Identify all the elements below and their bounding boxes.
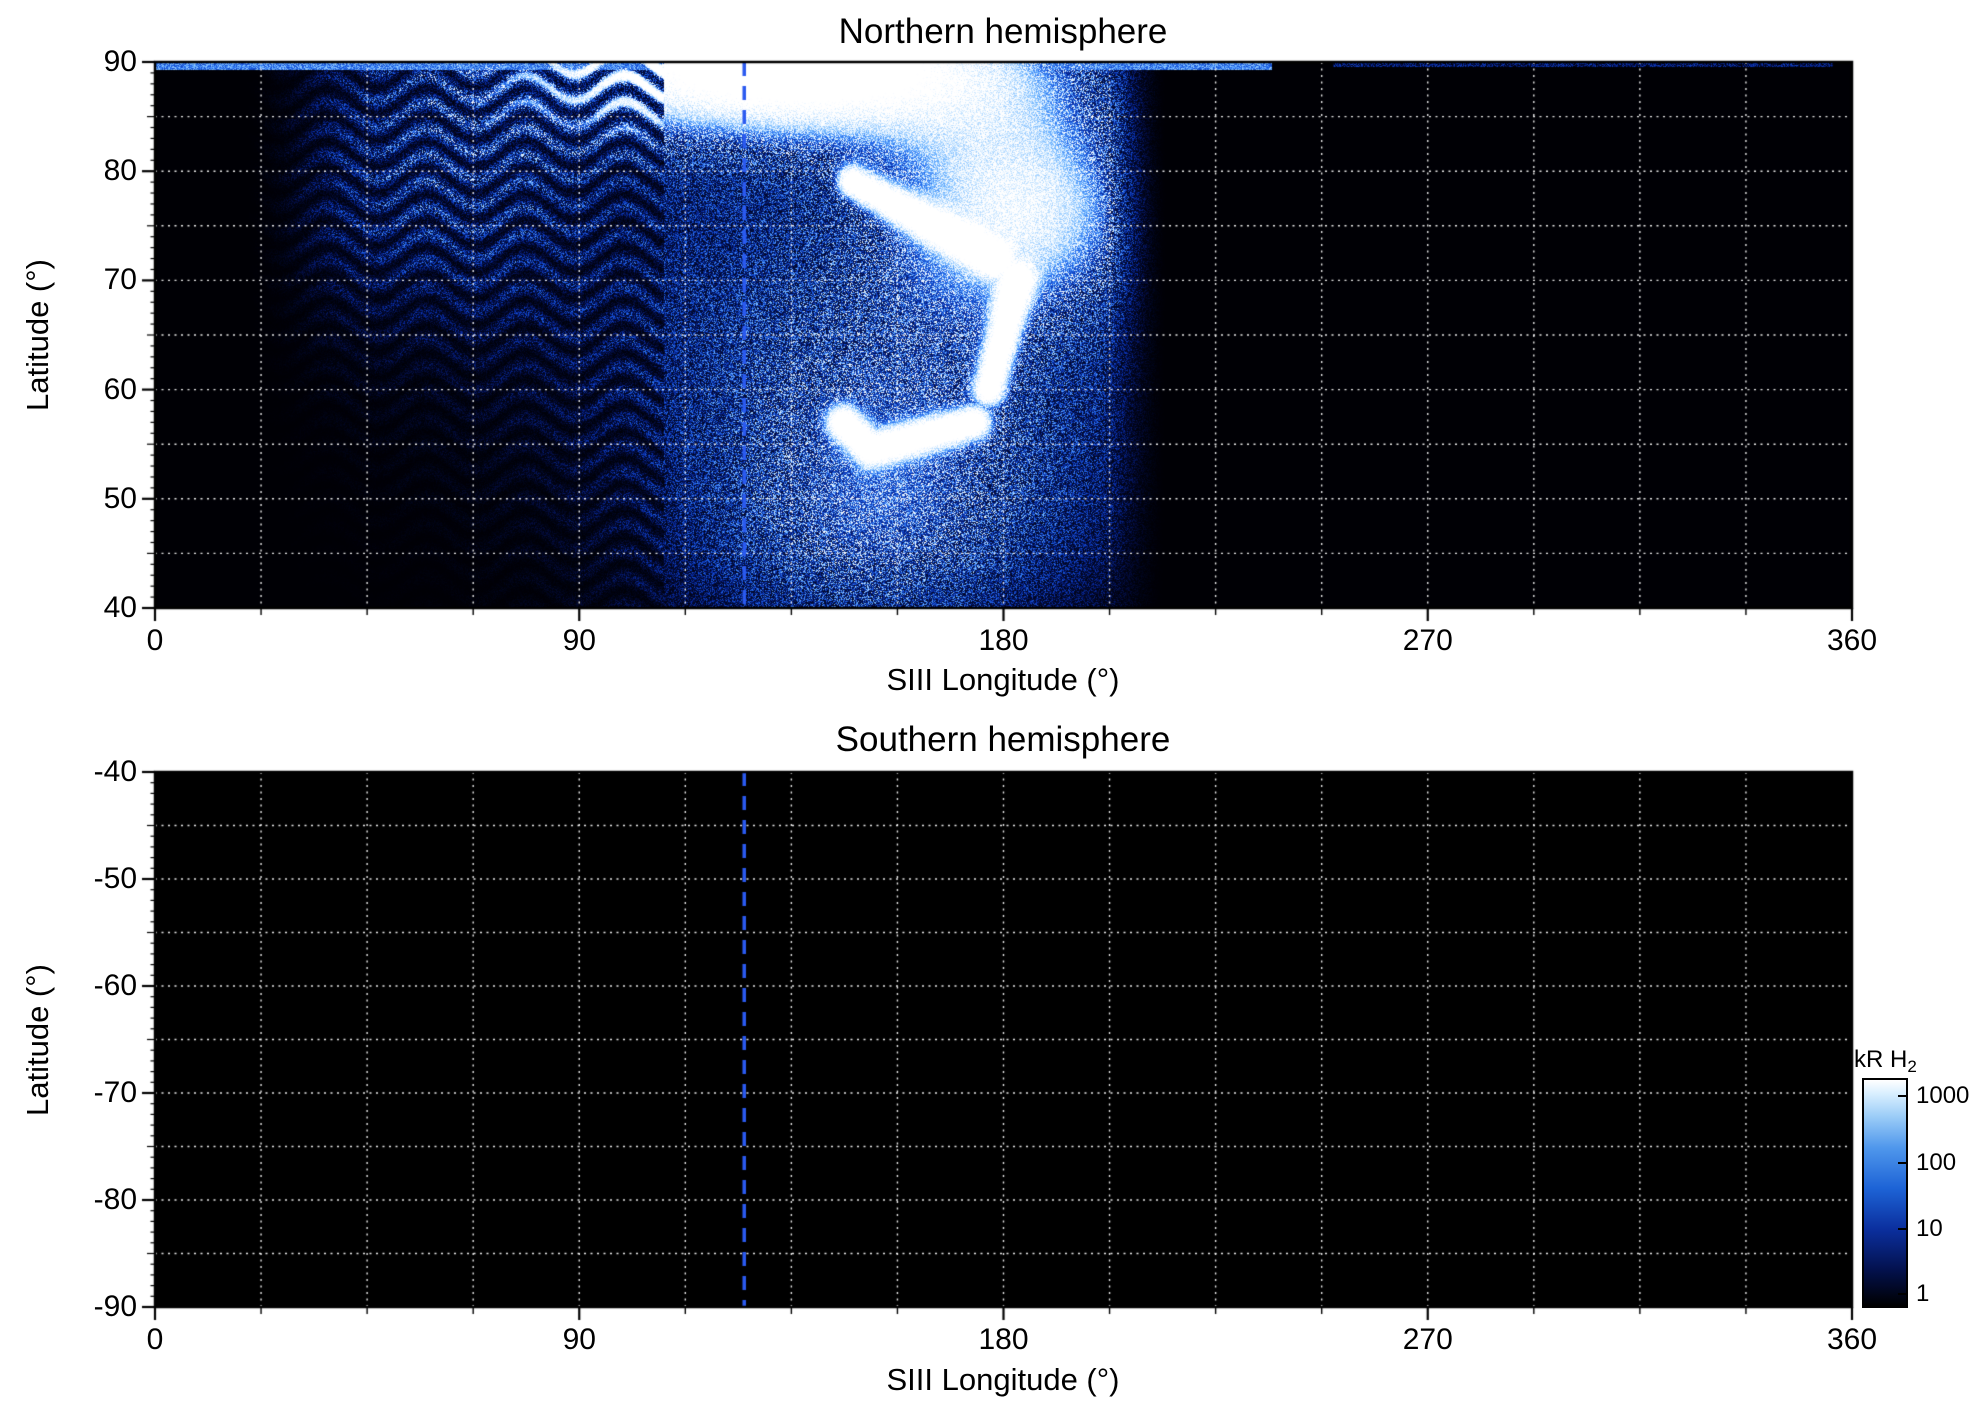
y-tick-label: -90 [94, 1290, 137, 1324]
y-tick-label: 60 [104, 373, 137, 407]
colorbar-tick-label: 1000 [1916, 1082, 1969, 1110]
y-tick-label: -40 [94, 755, 137, 789]
colorbar-label-text: kR H [1854, 1046, 1907, 1073]
y-tick-label: -80 [94, 1183, 137, 1217]
north-y-axis-label: Latitude (°) [20, 259, 56, 411]
y-tick-label: 90 [104, 45, 137, 79]
y-tick-label: -50 [94, 862, 137, 896]
y-tick-label: -60 [94, 969, 137, 1003]
colorbar-tick-label: 10 [1916, 1215, 1943, 1243]
y-tick-label: 70 [104, 263, 137, 297]
y-tick-label: 80 [104, 154, 137, 188]
colorbar-tick-label: 1 [1916, 1280, 1929, 1308]
north-heatmap-canvas [135, 58, 1856, 630]
south-heatmap-canvas [135, 768, 1856, 1329]
south-y-axis-label: Latitude (°) [20, 964, 56, 1116]
colorbar-tick-label: 100 [1916, 1149, 1956, 1177]
north-panel-title: Northern hemisphere [839, 12, 1168, 52]
y-tick-label: 50 [104, 482, 137, 516]
colorbar-label: kR H2 [1854, 1046, 1917, 1077]
south-x-axis-label: SIII Longitude (°) [887, 1362, 1120, 1398]
south-panel-title: Southern hemisphere [836, 720, 1171, 760]
colorbar [1862, 1078, 1908, 1308]
colorbar-label-subscript: 2 [1907, 1057, 1916, 1076]
north-x-axis-label: SIII Longitude (°) [887, 662, 1120, 698]
y-tick-label: -70 [94, 1076, 137, 1110]
y-tick-label: 40 [104, 591, 137, 625]
figure-aurora-maps: Northern hemisphere Latitude (°) 90 80 70 6… [0, 0, 1983, 1423]
